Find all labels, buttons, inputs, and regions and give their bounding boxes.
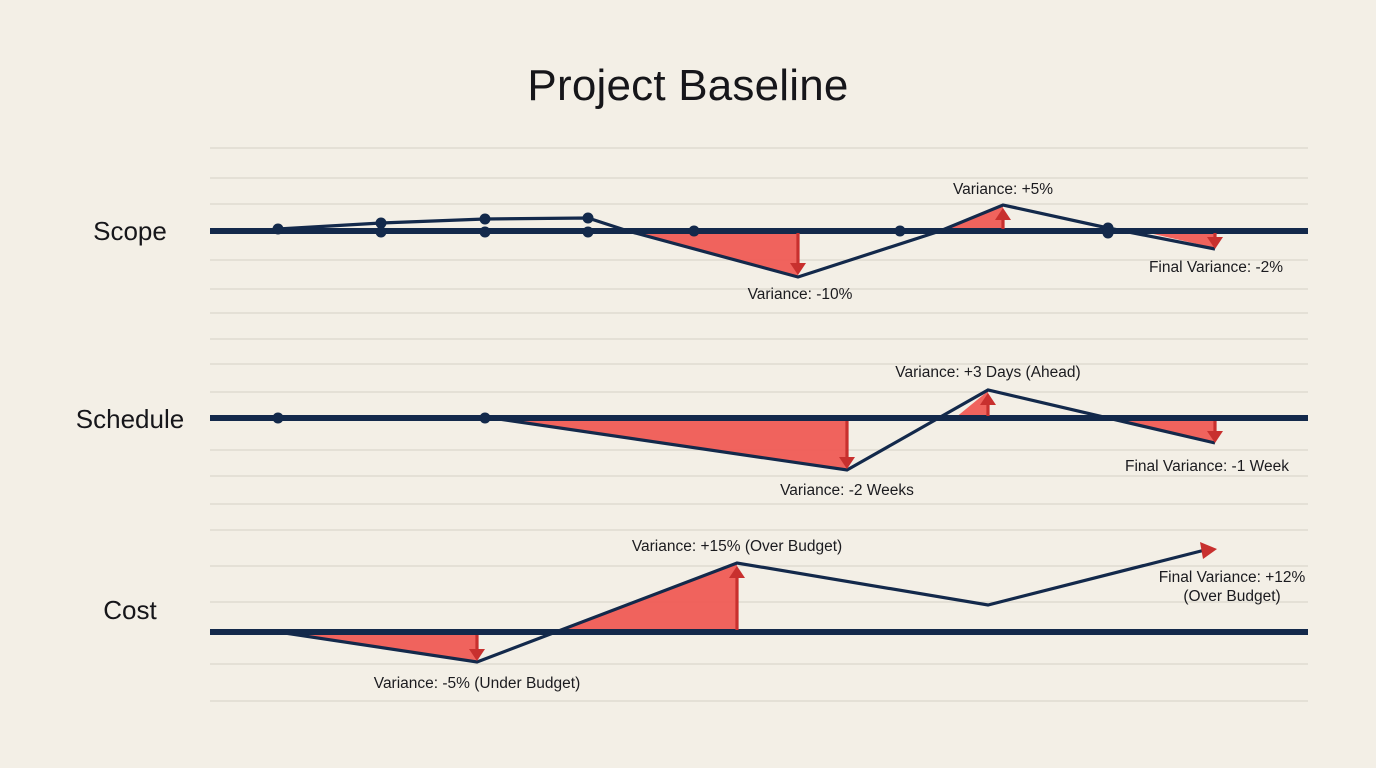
milestone-dot (688, 225, 700, 237)
row-label-cost: Cost (103, 595, 157, 625)
row-label-schedule: Schedule (76, 404, 184, 434)
scope-actual-line (277, 203, 1216, 279)
schedule-variance-ahead-label: Variance: +3 Days (Ahead) (895, 364, 1080, 381)
cost-final-variance-sublabel: (Over Budget) (1183, 588, 1280, 605)
milestone-dot (894, 225, 906, 237)
cost-variance-over-label: Variance: +15% (Over Budget) (632, 538, 842, 555)
milestone-dot (479, 412, 491, 424)
scope-final-variance-label: Final Variance: -2% (1149, 259, 1283, 276)
schedule-actual-line (484, 388, 1216, 472)
milestone-dot (582, 226, 594, 238)
diagram-title: Project Baseline (527, 61, 848, 110)
milestone-dot (1102, 227, 1114, 239)
schedule-up-arrow (980, 393, 996, 416)
milestone-dot (582, 212, 594, 224)
scope-variance-minus-label: Variance: -10% (748, 286, 853, 303)
cost-variance-under-label: Variance: -5% (Under Budget) (374, 675, 580, 692)
cost-final-variance-label: Final Variance: +12% (1159, 569, 1306, 586)
scope-final-down-arrow (1207, 233, 1223, 249)
schedule-milestone-dots (272, 412, 491, 424)
schedule-variance-minus-label: Variance: -2 Weeks (780, 482, 914, 499)
milestone-dot (479, 213, 491, 225)
schedule-final-variance-label: Final Variance: -1 Week (1125, 458, 1289, 475)
cost-final-arrow (1200, 542, 1217, 559)
milestone-dot (272, 223, 284, 235)
schedule-positive-variance-fill (955, 391, 988, 418)
schedule-row: Schedule Variance: +3 Days (Ahead) Varia… (76, 364, 1308, 499)
cost-row: Cost Variance: +15% (Over Budget) Varian… (103, 538, 1308, 692)
milestone-dot (375, 226, 387, 238)
milestone-dot (272, 412, 284, 424)
row-label-scope: Scope (93, 216, 167, 246)
scope-row: Scope (93, 181, 1308, 303)
scope-variance-plus-label: Variance: +5% (953, 181, 1053, 198)
milestone-dot (375, 217, 387, 229)
milestone-dot (479, 226, 491, 238)
scope-milestone-dots (272, 212, 1114, 239)
schedule-down-arrow (839, 421, 855, 469)
scope-down-arrow (790, 233, 806, 275)
scope-up-arrow (995, 208, 1011, 229)
cost-actual-line (277, 548, 1206, 664)
cost-up-arrow (729, 566, 745, 630)
schedule-final-down-arrow (1207, 421, 1223, 443)
cost-down-arrow (469, 635, 485, 661)
